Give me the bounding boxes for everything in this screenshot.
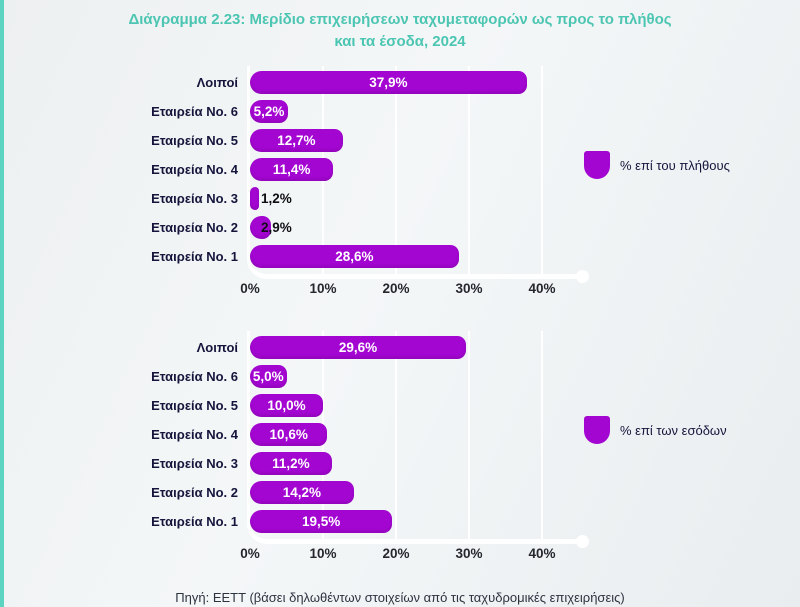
chart-row: Εταιρεία No. 4 10,6% — [0, 420, 800, 449]
legend-marker-icon — [584, 416, 610, 444]
category-label: Εταιρεία No. 6 — [151, 104, 238, 119]
bar-value-label: 11,2% — [272, 456, 310, 471]
x-tick-label: 10% — [309, 546, 337, 561]
bar: 5,0% — [250, 365, 287, 388]
chart-share-by-count: Λοιποί 37,9% Εταιρεία No. 6 5,2% Εταιρεία No… — [0, 60, 800, 310]
bar-value-label: 29,6% — [338, 340, 378, 355]
category-label: Λοιποί — [196, 340, 238, 355]
category-label: Εταιρεία No. 4 — [151, 162, 238, 177]
x-tick-label: 20% — [382, 281, 410, 296]
bar-value-label: 19,5% — [302, 514, 341, 529]
chart-row: Εταιρεία No. 6 5,2% — [0, 97, 800, 126]
bar-value-label: 37,9% — [369, 75, 408, 90]
legend-marker-icon — [584, 151, 610, 179]
gridline — [395, 66, 397, 275]
category-label: Εταιρεία No. 6 — [151, 369, 238, 384]
bar: 14,2% — [250, 481, 354, 504]
bar-value-label: 1,2% — [261, 191, 292, 206]
page-title: Διάγραμμα 2.23: Μερίδιο επιχειρήσεων ταχ… — [128, 11, 672, 50]
legend: % επί των εσόδων — [584, 416, 727, 444]
axis-endpoint-dot — [576, 535, 589, 548]
bar: 5,2% — [250, 100, 288, 123]
bar-value-label: 28,6% — [335, 249, 374, 264]
category-label: Εταιρεία No. 3 — [151, 456, 238, 471]
chart-row: Εταιρεία No. 1 28,6% — [0, 242, 800, 271]
bar-value-label: 10,0% — [267, 398, 306, 413]
x-tick-label: 40% — [528, 546, 556, 561]
x-axis: 0% 10% 20% 30% 40% — [0, 281, 800, 301]
x-tick-label: 0% — [240, 546, 260, 561]
gridline — [468, 66, 470, 275]
gridline — [468, 331, 470, 540]
bar: 11,4% — [250, 158, 334, 181]
legend: % επί του πλήθους — [584, 151, 730, 179]
category-label: Εταιρεία No. 1 — [151, 514, 238, 529]
bar: 11,2% — [250, 452, 332, 475]
gridline — [541, 331, 543, 540]
bar: 28,6% — [250, 245, 459, 268]
bar: 19,5% — [250, 510, 393, 533]
category-label: Εταιρεία No. 3 — [151, 191, 238, 206]
chart-row: Εταιρεία No. 6 5,0% — [0, 362, 800, 391]
bar — [250, 187, 259, 210]
x-axis: 0% 10% 20% 30% 40% — [0, 546, 800, 566]
category-label: Εταιρεία No. 2 — [151, 485, 238, 500]
category-label: Εταιρεία No. 5 — [151, 133, 238, 148]
bar: 37,9% — [250, 71, 527, 94]
chart-row: Εταιρεία No. 1 19,5% — [0, 507, 800, 536]
gridline — [541, 66, 543, 275]
bar-value-label: 2,9% — [261, 220, 292, 235]
category-label: Εταιρεία No. 5 — [151, 398, 238, 413]
x-tick-label: 10% — [309, 281, 337, 296]
chart-row: Εταιρεία No. 4 11,4% — [0, 155, 800, 184]
bar-value-label: 5,2% — [253, 104, 285, 119]
category-label: Εταιρεία No. 1 — [151, 249, 238, 264]
bar: 10,0% — [250, 394, 323, 417]
bar-value-label: 12,7% — [277, 133, 316, 148]
chart-row: Εταιρεία No. 5 12,7% — [0, 126, 800, 155]
category-label: Εταιρεία No. 4 — [151, 427, 238, 442]
bar: 12,7% — [250, 129, 343, 152]
x-tick-label: 20% — [382, 546, 410, 561]
chart-row: Λοιποί 29,6% — [0, 333, 800, 362]
chart-row: Εταιρεία No. 2 2,9% — [0, 213, 800, 242]
bar-value-label: 11,4% — [272, 162, 311, 177]
category-label: Εταιρεία No. 2 — [151, 220, 238, 235]
axis-endpoint-dot — [576, 270, 589, 283]
gridline — [395, 331, 397, 540]
bar — [250, 216, 272, 239]
bar: 10,6% — [250, 423, 328, 446]
x-tick-label: 40% — [528, 281, 556, 296]
source-note: Πηγή: ΕΕΤΤ (βάσει δηλωθέντων στοιχείων α… — [175, 590, 625, 605]
chart-share-by-revenue: Λοιποί 29,6% Εταιρεία No. 6 5,0% Εταιρεία No… — [0, 325, 800, 575]
bar: 29,6% — [250, 336, 467, 359]
x-tick-label: 30% — [455, 281, 483, 296]
chart-row: Εταιρεία No. 5 10,0% — [0, 391, 800, 420]
legend-label: % επί των εσόδων — [620, 422, 727, 438]
x-tick-label: 30% — [455, 546, 483, 561]
category-label: Λοιποί — [196, 75, 238, 90]
bar-value-label: 10,6% — [269, 427, 308, 442]
x-tick-label: 0% — [240, 281, 260, 296]
legend-label: % επί του πλήθους — [620, 157, 730, 173]
bar-value-label: 14,2% — [282, 485, 321, 500]
teal-edge-stripe — [0, 0, 4, 607]
chart-row: Λοιποί 37,9% — [0, 68, 800, 97]
bar-value-label: 5,0% — [252, 369, 284, 384]
chart-row: Εταιρεία No. 3 1,2% — [0, 184, 800, 213]
axis-line — [247, 66, 582, 279]
chart-row: Εταιρεία No. 3 11,2% — [0, 449, 800, 478]
chart-row: Εταιρεία No. 2 14,2% — [0, 478, 800, 507]
axis-line — [247, 331, 582, 544]
